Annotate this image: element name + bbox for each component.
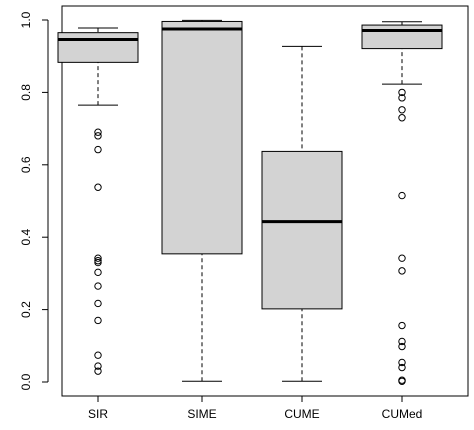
outlier-point bbox=[398, 191, 406, 200]
box-sir bbox=[57, 27, 139, 375]
y-tick-label: 0.4 bbox=[19, 229, 33, 246]
outlier-point bbox=[94, 183, 102, 191]
outlier-point bbox=[398, 106, 406, 114]
outlier-point bbox=[94, 316, 102, 325]
x-tick-label-cumed: CUMed bbox=[382, 407, 423, 421]
outlier-point bbox=[94, 132, 102, 140]
x-tick-label-cume: CUME bbox=[284, 407, 319, 421]
y-tick-label: 0.8 bbox=[19, 84, 33, 101]
outlier-point bbox=[94, 254, 102, 262]
outlier-point bbox=[398, 321, 406, 330]
outlier-point bbox=[94, 362, 102, 370]
box-cume bbox=[261, 45, 343, 382]
outlier-point bbox=[94, 351, 102, 359]
outlier-point bbox=[398, 114, 406, 122]
outlier-point bbox=[94, 268, 102, 277]
boxes-group bbox=[57, 19, 443, 385]
outlier-point bbox=[398, 254, 406, 262]
y-tick-label: 1.0 bbox=[19, 11, 33, 28]
outlier-point bbox=[398, 267, 406, 275]
y-tick-label: 0.0 bbox=[19, 373, 33, 390]
box-cumed bbox=[361, 21, 443, 385]
outlier-point bbox=[398, 358, 406, 367]
x-tick-label-sir: SIR bbox=[88, 407, 108, 421]
iqr-box bbox=[261, 150, 343, 310]
y-tick-label: 0.2 bbox=[19, 301, 33, 318]
iqr-box bbox=[57, 32, 139, 63]
outlier-point bbox=[94, 145, 102, 154]
outlier-point bbox=[398, 88, 406, 97]
x-tick-label-sime: SIME bbox=[187, 407, 216, 421]
outlier-point bbox=[398, 342, 406, 351]
outlier-point bbox=[94, 367, 102, 375]
outlier-point bbox=[94, 258, 102, 267]
outlier-point bbox=[398, 337, 406, 346]
iqr-box bbox=[361, 24, 443, 50]
box-sime bbox=[161, 19, 243, 382]
iqr-box bbox=[161, 20, 243, 255]
outlier-point bbox=[398, 363, 406, 372]
outlier-point bbox=[94, 299, 102, 308]
y-tick-label: 0.6 bbox=[19, 156, 33, 173]
outlier-point bbox=[94, 128, 102, 136]
outlier-point bbox=[398, 377, 406, 385]
y-axis: 0.0 0.2 0.4 0.6 0.8 1.0 bbox=[19, 11, 49, 390]
x-axis: SIR SIME CUME CUMed bbox=[88, 395, 423, 421]
outlier-point bbox=[94, 282, 102, 290]
outlier-point bbox=[398, 94, 406, 102]
